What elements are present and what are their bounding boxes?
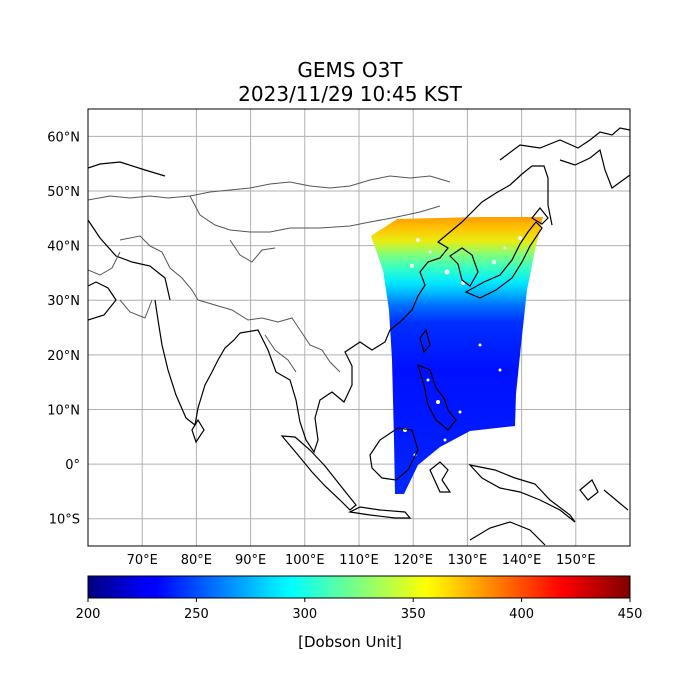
- colorbar: [87, 575, 631, 599]
- country-borders: [88, 175, 451, 373]
- lon-tick-label: 140°E: [502, 553, 542, 568]
- lon-tick-label: 130°E: [448, 553, 488, 568]
- lat-tick-label: 10°S: [49, 513, 80, 528]
- lat-tick-label: 10°N: [47, 403, 80, 418]
- map-title: GEMS O3T: [297, 58, 403, 82]
- lat-tick-label: 60°N: [47, 130, 80, 145]
- lat-tick-label: 40°N: [47, 240, 80, 255]
- colorbar-tick-label: 300: [292, 607, 317, 622]
- lat-tick-label: 20°N: [47, 349, 80, 364]
- lat-tick-label: 0°: [65, 458, 80, 473]
- map-frame: [87, 108, 631, 547]
- colorbar-label: [Dobson Unit]: [298, 633, 402, 651]
- ozone-swath: [371, 217, 543, 494]
- map-tick-labels: 60°N 50°N 40°N 30°N 20°N 10°N 0° 10°S 70°E 80°E 90…: [47, 130, 595, 568]
- colorbar-tick-label: 250: [184, 607, 209, 622]
- colorbar-tick-label: 450: [618, 607, 643, 622]
- colorbar-tick-label: 350: [401, 607, 426, 622]
- map-subtitle: 2023/11/29 10:45 KST: [238, 82, 462, 106]
- coastlines: [88, 127, 630, 546]
- lat-tick-label: 50°N: [47, 185, 80, 200]
- lon-tick-label: 70°E: [127, 553, 158, 568]
- lon-tick-label: 150°E: [556, 553, 596, 568]
- colorbar-tick-label: 400: [509, 607, 534, 622]
- lon-tick-label: 80°E: [181, 553, 212, 568]
- lon-tick-label: 90°E: [235, 553, 266, 568]
- lon-tick-label: 110°E: [339, 553, 379, 568]
- lat-tick-label: 30°N: [47, 294, 80, 309]
- lon-tick-label: 100°E: [285, 553, 325, 568]
- colorbar-ticks: 200 250 300 350 400 450: [76, 598, 643, 622]
- colorbar-tick-label: 200: [76, 607, 101, 622]
- lon-tick-label: 120°E: [393, 553, 433, 568]
- gridlines: [88, 109, 630, 546]
